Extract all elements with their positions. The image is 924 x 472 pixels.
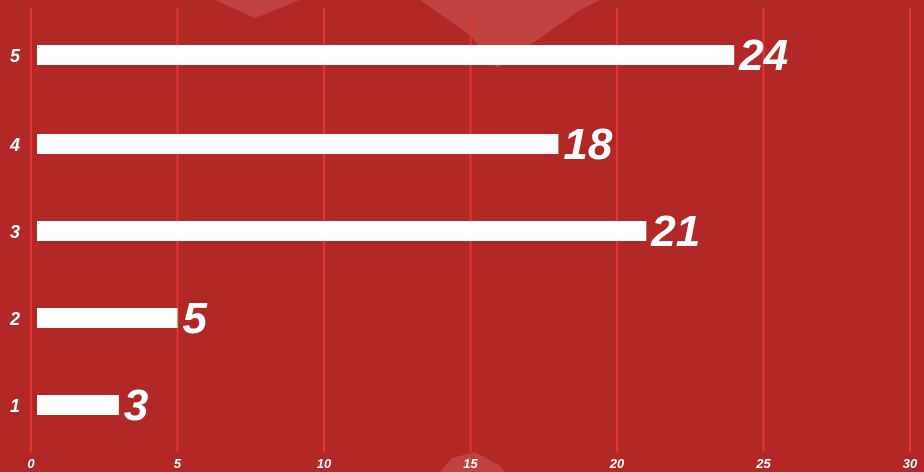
decor-shape-bottom <box>440 452 505 472</box>
bar <box>37 308 178 328</box>
bar <box>37 395 119 415</box>
y-tick-label: 3 <box>10 222 20 242</box>
x-tick-label: 15 <box>463 456 478 471</box>
y-tick-label: 4 <box>9 135 20 155</box>
value-labels: 35 21 18 24 <box>124 31 788 430</box>
y-tick-label: 1 <box>10 396 20 416</box>
bar <box>37 134 559 154</box>
data-label: 18 <box>563 120 612 169</box>
y-axis-tick-labels: 1 2 3 4 5 <box>9 46 21 416</box>
x-axis-tick-labels: 0 5 10 15 20 25 30 <box>27 456 918 471</box>
x-tick-label: 30 <box>903 456 918 471</box>
y-tick-label: 2 <box>9 309 20 329</box>
x-tick-label: 5 <box>174 456 182 471</box>
x-tick-label: 0 <box>27 456 35 471</box>
decor-shape-top <box>215 0 300 18</box>
bar <box>37 45 735 65</box>
bars <box>37 45 735 415</box>
decor-shape-center <box>420 0 600 68</box>
background-decor <box>215 0 600 472</box>
data-label: 3 <box>124 381 148 430</box>
bar <box>37 221 647 241</box>
data-label: 21 <box>650 207 700 256</box>
data-label: 24 <box>738 31 788 80</box>
x-tick-label: 25 <box>755 456 771 471</box>
y-tick-label: 5 <box>10 46 21 66</box>
x-tick-label: 10 <box>317 456 332 471</box>
data-label: 5 <box>183 294 208 343</box>
x-tick-label: 20 <box>609 456 625 471</box>
